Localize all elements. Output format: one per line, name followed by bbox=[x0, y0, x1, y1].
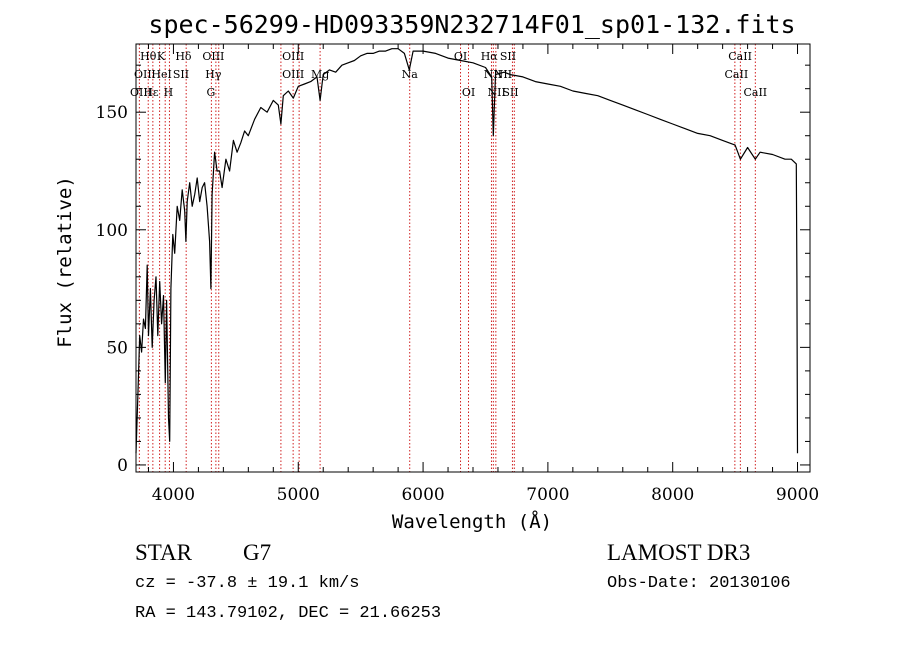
line-label: Hδ bbox=[175, 50, 192, 63]
y-tick-label: 100 bbox=[96, 221, 128, 241]
line-label: G bbox=[206, 86, 215, 99]
line-label: NII bbox=[494, 68, 512, 81]
line-label: SII bbox=[502, 86, 518, 99]
x-axis-label: Wavelength (Å) bbox=[392, 510, 552, 533]
line-label: OIII bbox=[202, 50, 224, 63]
x-tick-label: 9000 bbox=[776, 485, 819, 505]
line-label: SII bbox=[500, 50, 516, 63]
series-layer bbox=[135, 48, 799, 454]
spectral-line-markers bbox=[138, 44, 756, 472]
observation-date: Obs-Date: 20130106 bbox=[607, 574, 791, 593]
line-label: HeI bbox=[151, 68, 171, 81]
y-tick-label: 150 bbox=[96, 103, 128, 123]
x-tick-label: 5000 bbox=[277, 485, 320, 505]
chart-title: spec-56299-HD093359N232714F01_sp01-132.f… bbox=[148, 10, 795, 39]
survey-name: LAMOST DR3 bbox=[607, 540, 751, 565]
line-label: H bbox=[164, 86, 174, 99]
object-class: STAR bbox=[135, 540, 192, 565]
plot-frame bbox=[135, 43, 811, 473]
x-tick-label: 7000 bbox=[526, 485, 569, 505]
line-label: CaII bbox=[725, 68, 749, 81]
spectral-subclass: G7 bbox=[243, 540, 272, 565]
line-label: CaII bbox=[743, 86, 767, 99]
line-label: Hε bbox=[143, 86, 159, 99]
x-tick-label: 4000 bbox=[152, 485, 195, 505]
axes: 4000 5000 6000 7000 8000 9000 0 50 100 150 bbox=[96, 44, 819, 505]
line-label: CaII bbox=[728, 50, 752, 63]
line-label: OI bbox=[462, 86, 475, 99]
y-tick-label: 0 bbox=[117, 456, 128, 476]
sky-coordinates: RA = 143.79102, DEC = 21.66253 bbox=[135, 604, 442, 623]
line-label: K bbox=[157, 50, 166, 63]
line-label: SII bbox=[173, 68, 189, 81]
y-tick-label: 50 bbox=[106, 338, 128, 358]
spectrum-line bbox=[135, 48, 799, 454]
redshift-velocity: cz = -37.8 ± 19.1 km/s bbox=[135, 574, 360, 593]
line-label: Hα bbox=[481, 50, 499, 63]
x-tick-label: 6000 bbox=[401, 485, 444, 505]
line-label: OIII bbox=[282, 68, 304, 81]
line-label: Na bbox=[402, 68, 419, 81]
line-label: OIII bbox=[130, 86, 152, 99]
line-label: Hθ bbox=[140, 50, 157, 63]
x-tick-label: 8000 bbox=[651, 485, 694, 505]
y-axis-label: Flux (relative) bbox=[54, 176, 76, 348]
line-label: Hγ bbox=[205, 68, 222, 81]
line-label: OII bbox=[134, 68, 152, 81]
line-label: OIII bbox=[282, 50, 304, 63]
